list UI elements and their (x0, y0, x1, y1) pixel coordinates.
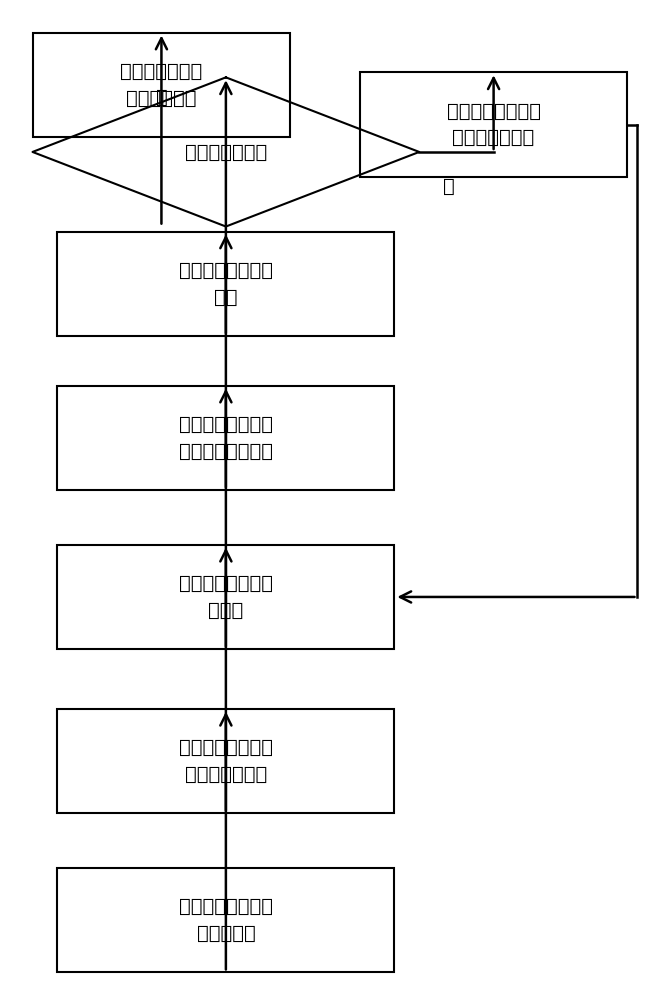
Text: 本地端口注入数据
分组到相应方向: 本地端口注入数据 分组到相应方向 (179, 738, 273, 784)
Text: 流量控制器接收数
据分组: 流量控制器接收数 据分组 (179, 574, 273, 620)
Bar (57, 232, 395, 336)
Bar (57, 386, 395, 490)
Text: 源节点本地端口接
收数据分组: 源节点本地端口接 收数据分组 (179, 897, 273, 943)
Bar (57, 868, 395, 972)
Bar (57, 545, 395, 649)
Text: 否: 否 (443, 177, 455, 196)
Bar (360, 72, 627, 177)
Text: 为数据分组分配流
量控制器输出端口: 为数据分组分配流 量控制器输出端口 (179, 415, 273, 461)
Bar (32, 33, 291, 137)
Text: 数据分组本地输
出，路由结束: 数据分组本地输 出，路由结束 (121, 62, 202, 108)
Text: 路由节点计算输出
端口方向并传输: 路由节点计算输出 端口方向并传输 (447, 102, 540, 147)
Text: 路由节点接收数据
分组: 路由节点接收数据 分组 (179, 261, 273, 306)
Text: 是否为目的节点: 是否为目的节点 (185, 142, 267, 161)
Bar (57, 709, 395, 813)
Text: 是: 是 (156, 88, 167, 107)
Polygon shape (32, 77, 419, 227)
